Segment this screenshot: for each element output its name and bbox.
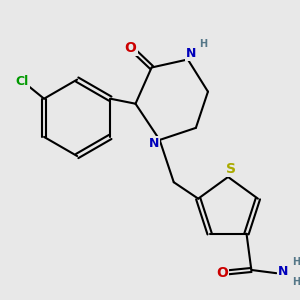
Text: H: H [292,257,300,267]
Text: N: N [148,137,159,150]
Text: O: O [216,266,228,280]
Text: N: N [278,265,289,278]
Text: S: S [226,162,236,176]
Text: H: H [199,39,207,49]
Text: Cl: Cl [15,75,28,88]
Text: H: H [292,277,300,287]
Text: N: N [186,47,196,60]
Text: O: O [125,41,136,55]
